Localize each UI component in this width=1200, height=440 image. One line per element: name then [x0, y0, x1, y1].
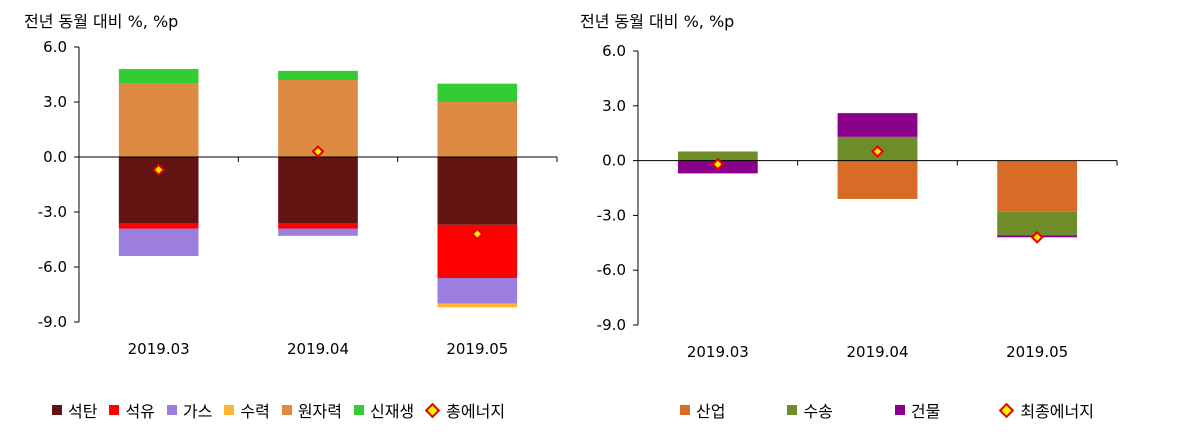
total-marker	[871, 145, 884, 158]
y-tick-label: -6.0	[597, 261, 626, 279]
legend-swatch	[166, 405, 177, 415]
legend-item: 산업	[680, 398, 725, 422]
legend-label: 석탄	[68, 402, 98, 421]
legend-diamond-icon	[424, 402, 441, 418]
y-axis-label: 전년 동월 대비 %, %p	[24, 12, 179, 31]
y-tick-label: 3.0	[602, 97, 626, 115]
legend-label: 산업	[696, 402, 726, 421]
legend-label: 총에너지	[446, 402, 506, 421]
x-tick-label: 2019.03	[687, 343, 749, 361]
legend-item: 총에너지	[424, 398, 505, 422]
legend-label: 신재생	[369, 402, 415, 421]
bar-segment-석탄	[278, 157, 358, 223]
legend-swatch	[281, 405, 292, 415]
bar-segment-수송	[677, 151, 758, 161]
legend-label: 건물	[910, 402, 941, 421]
bar-segment-신재생	[118, 69, 199, 84]
x-tick-label: 2019.05	[1006, 343, 1068, 361]
x-tick-label: 2019.04	[287, 340, 349, 358]
bar-segment-신재생	[278, 70, 358, 80]
bar-segment-건물	[837, 113, 918, 137]
legend-item: 원자력	[281, 398, 342, 422]
y-tick-label: 3.0	[43, 93, 67, 111]
legend-item: 가스	[166, 398, 213, 422]
bar-segment-신재생	[437, 83, 518, 102]
legend-item: 석유	[109, 398, 155, 422]
bar-segment-가스	[278, 228, 358, 236]
bar-segment-원자력	[118, 83, 199, 157]
bar-segment-수력	[437, 303, 518, 308]
y-tick-label: 0.0	[43, 148, 67, 166]
bar-segment-산업	[997, 160, 1078, 212]
bar-segment-수송	[997, 211, 1078, 236]
legend-diamond-icon	[999, 402, 1015, 418]
x-tick-label: 2019.03	[128, 340, 190, 358]
legend-label: 가스	[182, 402, 213, 421]
legend-item: 최종에너지	[998, 398, 1094, 422]
legend-swatch	[109, 405, 120, 415]
chart-panel-final-energy: 전년 동월 대비 %, %p 6.0 3.0 0.0 -3.0 -6.0 -9.0 2019…	[580, 0, 1200, 440]
chart-final-energy: 6.0 3.0 0.0 -3.0 -6.0 -9.0 2019.03 2019.04 2019.…	[597, 42, 1118, 361]
legend-label: 원자력	[297, 402, 342, 421]
legend-label: 석유	[125, 402, 155, 421]
total-marker	[470, 227, 484, 241]
total-marker	[311, 145, 325, 158]
y-tick-label: -9.0	[38, 313, 67, 331]
y-tick-label: 6.0	[602, 42, 626, 60]
total-marker	[1030, 230, 1044, 244]
bar-segment-석유	[118, 223, 199, 229]
legend-swatch	[894, 405, 905, 415]
chart-energy-source: 6.0 3.0 0.0 -3.0 -6.0 -9.0 2019.03 2019.04 2019.…	[38, 38, 558, 358]
legend-item: 수송	[787, 398, 833, 422]
legend-swatch	[787, 405, 798, 415]
bar-segment-가스	[437, 278, 518, 304]
total-marker	[711, 157, 725, 171]
legend-item: 건물	[894, 398, 941, 422]
x-tick-label: 2019.04	[846, 343, 908, 361]
legend-swatch	[52, 405, 62, 415]
legend-swatch	[224, 405, 235, 415]
legend-item: 수력	[224, 398, 270, 422]
bar-segment-석유	[278, 223, 358, 229]
legend: 석탄 석유 가스 수력 원자력 신재생 총에너지	[52, 398, 505, 422]
bar-segment-산업	[837, 160, 918, 199]
bar-segment-석탄	[437, 157, 518, 225]
legend-label: 최종에너지	[1020, 402, 1094, 421]
y-tick-label: 6.0	[43, 38, 67, 56]
legend-label: 수력	[240, 402, 270, 421]
y-tick-label: 0.0	[602, 152, 626, 170]
y-tick-label: -3.0	[38, 203, 67, 221]
bar-segment-가스	[118, 228, 199, 256]
chart-panel-energy-source: 전년 동월 대비 %, %p 6.0 3.0 0.0 -3.0 -6.0 -9.0 2019…	[0, 0, 590, 440]
x-tick-label: 2019.05	[446, 340, 508, 358]
y-axis-label: 전년 동월 대비 %, %p	[580, 12, 735, 31]
legend-item: 신재생	[353, 398, 415, 422]
bar-segment-원자력	[278, 80, 358, 157]
legend-label: 수송	[803, 402, 833, 421]
legend-item: 석탄	[52, 398, 97, 422]
y-tick-label: -9.0	[597, 316, 626, 334]
legend-swatch	[680, 405, 690, 415]
bar-segment-원자력	[437, 102, 518, 157]
legend-swatch	[353, 405, 364, 415]
total-marker	[152, 163, 166, 177]
legend: 산업 수송 건물 최종에너지	[680, 398, 1094, 422]
y-tick-label: -3.0	[597, 206, 626, 224]
y-tick-label: -6.0	[38, 258, 67, 276]
